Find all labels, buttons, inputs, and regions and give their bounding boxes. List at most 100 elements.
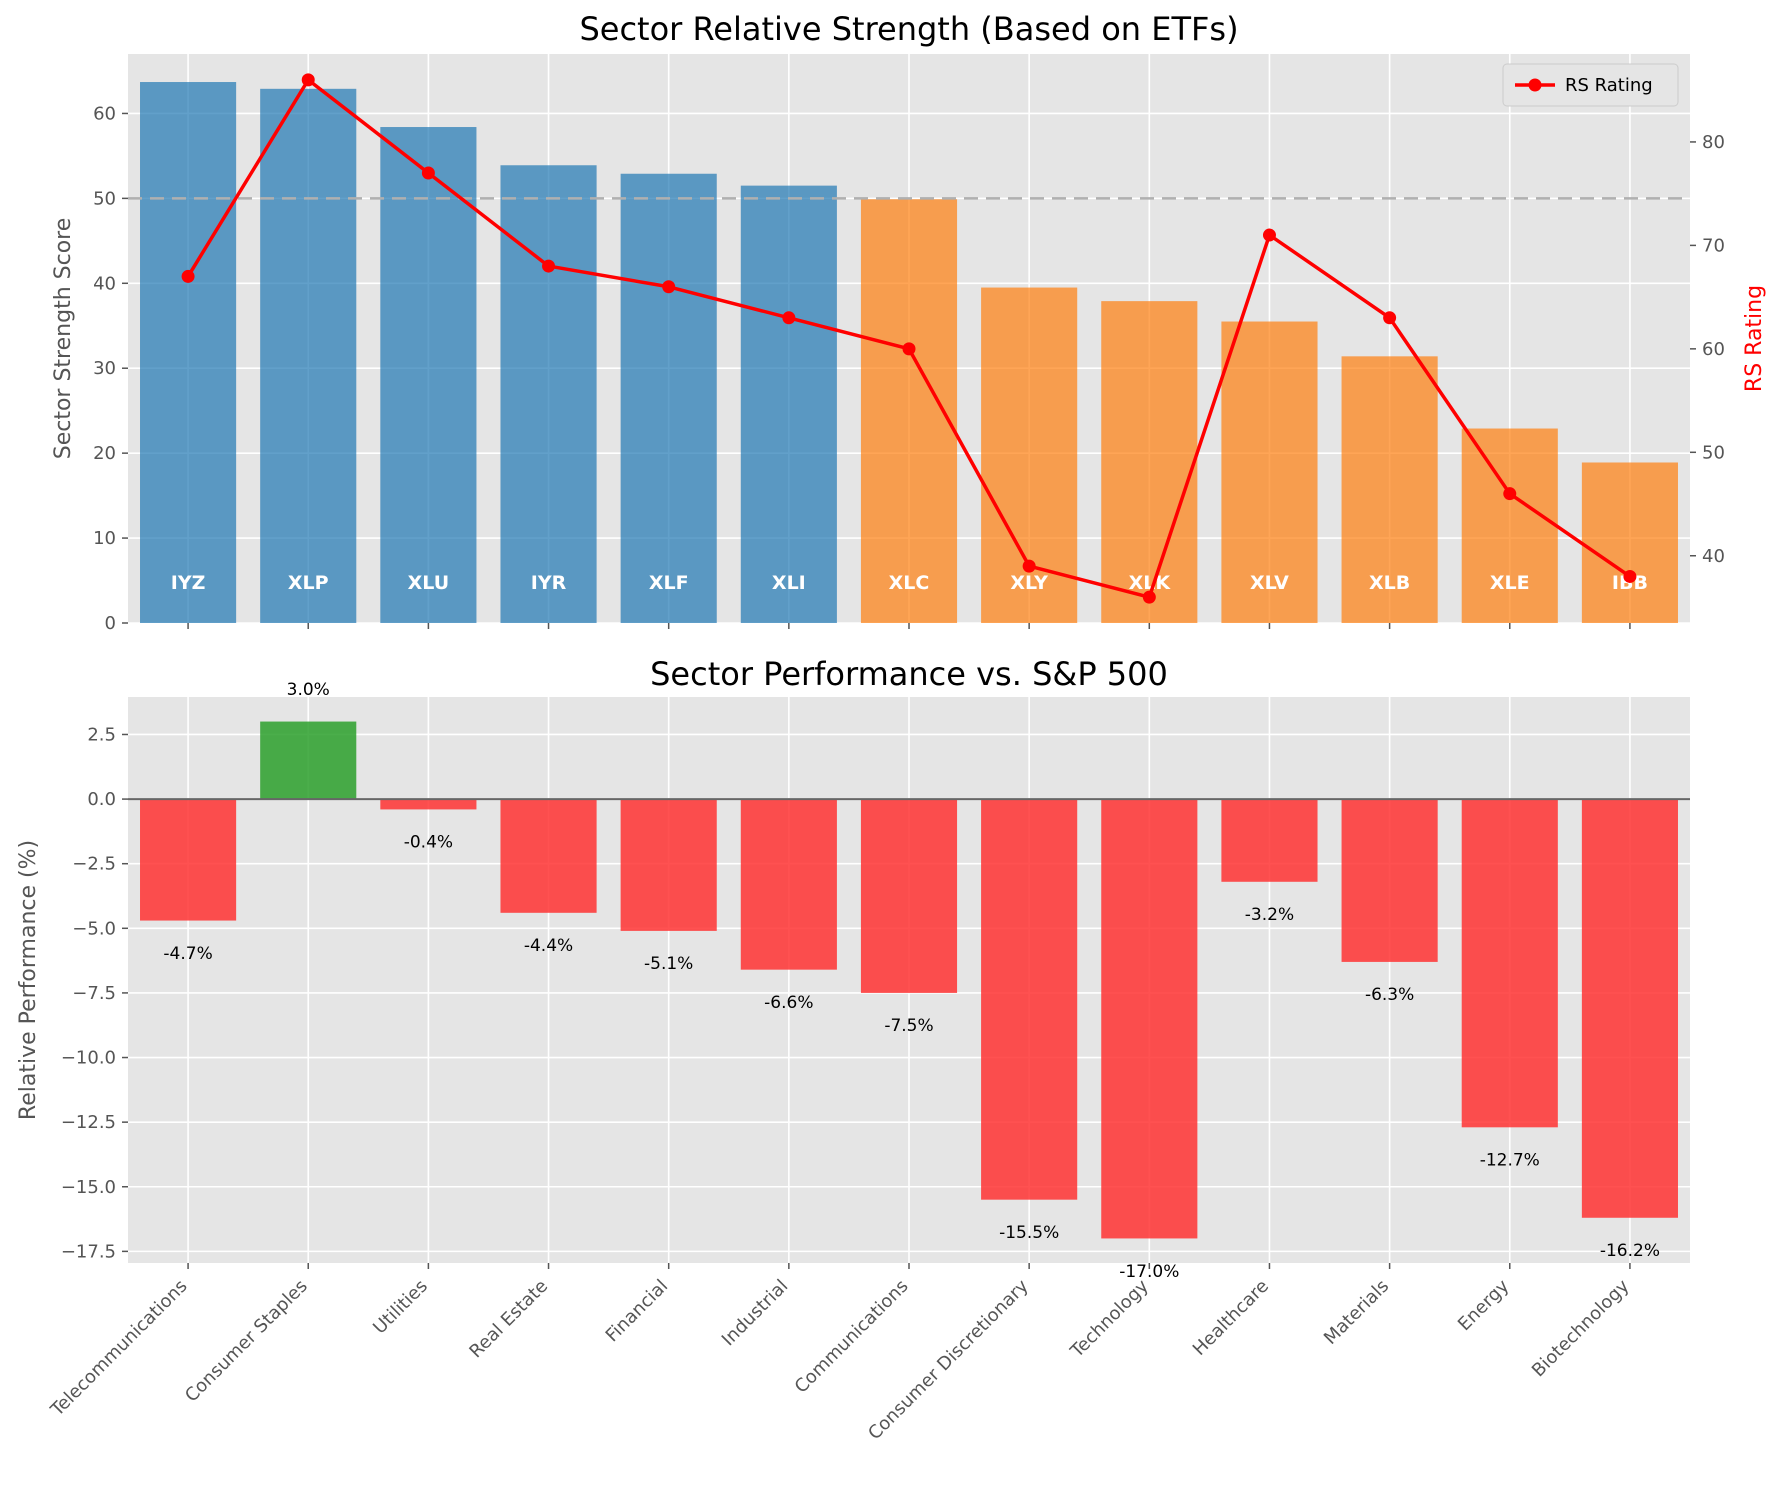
top-y-axis-label: Sector Strength Score bbox=[51, 218, 76, 460]
bottom-y-tick-label-4: −7.5 bbox=[72, 983, 116, 1004]
top-y-tick-label-1: 10 bbox=[93, 528, 116, 549]
performance-bar-9 bbox=[1221, 799, 1318, 882]
performance-bar-7 bbox=[981, 799, 1078, 1200]
strength-bar-IBB bbox=[1581, 462, 1678, 623]
value-label-3: -4.4% bbox=[524, 936, 573, 956]
top-y-ticks: 0 10 20 30 40 50 60 bbox=[93, 103, 128, 634]
top-y-tick-label-5: 50 bbox=[93, 188, 116, 209]
rs-rating-point-XLY bbox=[1022, 559, 1036, 573]
top-y2-tick-label-4: 80 bbox=[1702, 132, 1725, 153]
performance-bar-1 bbox=[260, 721, 357, 800]
top-y2-tick-label-2: 60 bbox=[1702, 339, 1725, 360]
strength-bar-XLB bbox=[1341, 356, 1438, 623]
bottom-y-tick-label-3: −5.0 bbox=[72, 918, 116, 939]
value-label-10: -6.3% bbox=[1365, 985, 1414, 1005]
rs-rating-point-IBB bbox=[1623, 569, 1637, 583]
value-label-5: -6.6% bbox=[764, 993, 813, 1013]
legend: RS Rating bbox=[1502, 63, 1679, 107]
legend-label-rs-rating: RS Rating bbox=[1565, 75, 1653, 96]
top-y-tick-label-2: 20 bbox=[93, 443, 116, 464]
value-label-4: -5.1% bbox=[644, 954, 693, 974]
rs-rating-point-XLV bbox=[1262, 228, 1276, 242]
rs-rating-point-XLF bbox=[662, 280, 676, 294]
bottom-y-tick-label-2: −2.5 bbox=[72, 854, 116, 875]
value-label-1: 3.0% bbox=[287, 680, 330, 700]
performance-bar-4 bbox=[620, 799, 717, 931]
strength-bar-XLC bbox=[860, 199, 958, 623]
value-label-2: -0.4% bbox=[404, 833, 453, 853]
value-label-0: -4.7% bbox=[163, 944, 212, 964]
top-y2-tick-label-1: 50 bbox=[1702, 442, 1725, 463]
performance-bar-6 bbox=[860, 799, 958, 993]
etf-label-XLY: XLY bbox=[1010, 572, 1048, 594]
rs-rating-series bbox=[181, 73, 1637, 604]
top-bars bbox=[140, 82, 1678, 624]
rs-rating-point-XLC bbox=[902, 342, 916, 356]
rs-rating-point-IYR bbox=[542, 259, 556, 273]
performance-bar-8 bbox=[1101, 799, 1198, 1239]
rs-rating-point-XLI bbox=[782, 311, 796, 325]
strength-bar-XLP bbox=[260, 88, 357, 624]
legend-dot-marker bbox=[1528, 78, 1542, 92]
bottom-y-tick-label-7: −15.0 bbox=[61, 1177, 116, 1198]
etf-label-XLI: XLI bbox=[772, 572, 806, 594]
value-label-7: -15.5% bbox=[999, 1223, 1059, 1243]
etf-label-IBB: IBB bbox=[1612, 572, 1648, 594]
bottom-y-tick-label-6: −12.5 bbox=[61, 1112, 116, 1133]
value-label-11: -12.7% bbox=[1480, 1151, 1540, 1171]
top-chart: IYZ XLP XLU IYR XLF XLI XLC XLY XLK XLV XLB XLE IBB … bbox=[51, 10, 1767, 634]
strength-bar-IYZ bbox=[140, 82, 237, 623]
etf-label-XLK: XLK bbox=[1129, 572, 1172, 594]
bottom-y-tick-label-1: 0.0 bbox=[87, 789, 116, 810]
bottom-y-ticks: 2.5 0.0 −2.5 −5.0 −7.5 −10.0 −12.5 −15.0 −17.5 bbox=[61, 724, 128, 1262]
top-y2-ticks: 40 50 60 70 80 bbox=[1690, 132, 1725, 567]
strength-bar-XLU bbox=[380, 127, 477, 623]
etf-label-XLU: XLU bbox=[408, 572, 450, 594]
etf-label-IYZ: IYZ bbox=[171, 572, 206, 594]
performance-bar-5 bbox=[740, 799, 837, 970]
bottom-bars bbox=[140, 721, 1678, 1239]
etf-label-XLB: XLB bbox=[1369, 572, 1410, 594]
rs-rating-point-XLU bbox=[421, 166, 435, 180]
rs-rating-point-XLE bbox=[1503, 487, 1517, 501]
etf-labels: IYZ XLP XLU IYR XLF XLI XLC XLY XLK XLV XLB XLE IBB bbox=[171, 572, 1648, 594]
bottom-y-tick-label-5: −10.0 bbox=[61, 1048, 116, 1069]
rs-rating-point-XLB bbox=[1383, 311, 1397, 325]
strength-bar-IYR bbox=[500, 165, 597, 623]
bottom-y-tick-label-8: −17.5 bbox=[61, 1241, 116, 1262]
rs-rating-point-XLK bbox=[1142, 590, 1156, 604]
performance-bar-10 bbox=[1341, 799, 1438, 962]
top-y2-axis-label: RS Rating bbox=[1742, 285, 1767, 392]
bottom-chart-title: Sector Performance vs. S&P 500 bbox=[650, 655, 1168, 693]
value-label-12: -16.2% bbox=[1600, 1241, 1660, 1261]
performance-bar-3 bbox=[500, 799, 597, 913]
value-label-6: -7.5% bbox=[884, 1016, 933, 1036]
rs-rating-point-IYZ bbox=[181, 269, 195, 283]
legend-box bbox=[1502, 63, 1679, 107]
performance-bar-0 bbox=[140, 799, 237, 921]
strength-bar-XLV bbox=[1221, 321, 1318, 623]
performance-bar-12 bbox=[1581, 799, 1678, 1218]
rs-rating-point-XLP bbox=[301, 73, 315, 87]
etf-label-XLE: XLE bbox=[1490, 572, 1530, 594]
value-label-8: -17.0% bbox=[1119, 1262, 1179, 1282]
top-x-ticks bbox=[187, 623, 1631, 629]
strength-bar-XLF bbox=[620, 173, 717, 623]
etf-label-XLV: XLV bbox=[1250, 572, 1289, 594]
top-y-tick-label-4: 40 bbox=[93, 273, 116, 294]
strength-bar-XLI bbox=[740, 185, 837, 623]
value-labels: -4.7% 3.0% -0.4% -4.4% -5.1% -6.6% -7.5% -15.5%… bbox=[163, 680, 1660, 1282]
top-y-tick-label-6: 60 bbox=[93, 103, 116, 124]
bottom-y-axis-label: Relative Performance (%) bbox=[16, 840, 41, 1120]
strength-bar-XLK bbox=[1101, 301, 1198, 623]
strength-bar-XLE bbox=[1461, 428, 1558, 623]
value-label-9: -3.2% bbox=[1245, 905, 1294, 925]
bottom-y-tick-label-0: 2.5 bbox=[87, 724, 116, 745]
top-y2-tick-label-0: 40 bbox=[1702, 546, 1725, 567]
top-y-tick-label-3: 30 bbox=[93, 358, 116, 379]
etf-label-IYR: IYR bbox=[531, 572, 567, 594]
etf-label-XLC: XLC bbox=[889, 572, 930, 594]
etf-label-XLF: XLF bbox=[649, 572, 689, 594]
top-y2-tick-label-3: 70 bbox=[1702, 235, 1725, 256]
